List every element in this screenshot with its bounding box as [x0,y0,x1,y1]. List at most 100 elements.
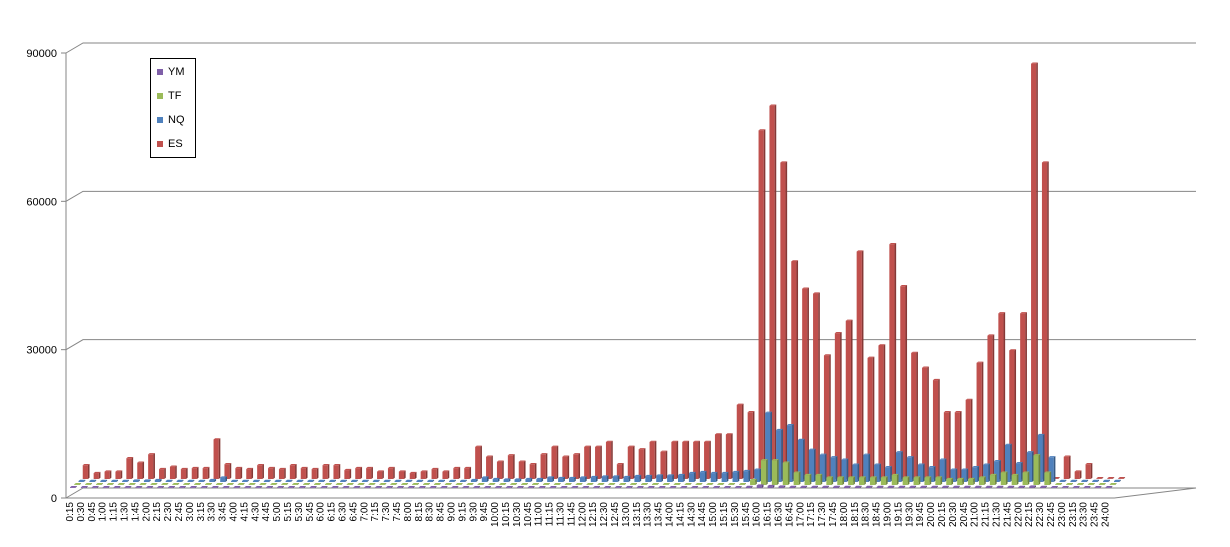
bar-side-tf-3:00 [199,483,201,485]
bar-nq-6:15 [340,481,346,482]
bar-nq-0:45 [100,481,106,482]
bar-top-tf-2:15 [161,483,169,485]
bar-nq-13:45 [667,475,673,482]
bar-side-ym-23:15 [1078,486,1080,488]
bar-top-ym-13:15 [636,486,644,488]
bar-top-nq-2:30 [176,479,184,482]
bar-side-ym-11:45 [576,486,579,488]
bar-side-ym-11:15 [554,486,557,488]
bar-top-tf-4:15 [248,483,256,485]
bar-side-es-12:45 [632,445,635,479]
bar-top-es-10:45 [540,453,548,455]
bar-side-tf-14:30 [700,483,703,485]
x-tick-label: 17:15 [806,502,817,527]
legend-label-nq: NQ [168,114,185,126]
x-tick-label: 16:45 [784,502,795,527]
bar-nq-15:45 [754,469,760,482]
x-tick-label: 15:15 [719,502,730,527]
bar-top-tf-20:45 [968,477,975,480]
x-tick-label: 2:30 [163,502,174,522]
bar-es-20:00 [943,412,950,479]
bar-nq-5:30 [307,481,313,482]
bar-side-ym-15:00 [718,486,720,488]
bar-es-1:30 [137,462,143,479]
bar-side-ym-16:30 [783,485,786,488]
bar-top-ym-4:30 [255,486,263,488]
bar-side-ym-18:30 [870,485,873,488]
bar-side-es-3:00 [207,466,210,479]
bar-top-nq-2:00 [154,478,162,481]
bar-top-nq-23:45 [1103,479,1110,482]
bar-side-ym-7:15 [380,486,382,488]
bar-nq-10:30 [525,479,531,482]
bar-tf-8:30 [433,484,440,485]
bar-ym-13:00 [625,487,632,488]
bar-top-nq-21:15 [994,460,1001,462]
bar-side-es-1:00 [120,470,123,479]
bar-top-tf-10:30 [521,483,528,485]
bar-top-tf-1:30 [128,483,136,485]
bar-nq-12:45 [623,477,629,482]
bar-nq-14:45 [710,473,716,482]
bar-top-es-21:30 [1009,349,1017,351]
bar-top-tf-3:45 [226,483,234,485]
bar-es-7:15 [387,468,394,479]
bar-side-tf-3:15 [210,483,212,485]
bar-side-ym-22:30 [1045,485,1047,488]
bar-side-es-12:00 [600,445,602,479]
bar-side-es-9:15 [480,445,482,479]
bar-nq-7:15 [383,481,389,482]
bar-top-ym-1:45 [135,486,143,488]
x-tick-label: 19:30 [904,502,915,527]
bar-top-nq-2:45 [187,479,195,482]
bar-nq-11:00 [547,477,553,482]
bar-tf-16:30 [782,462,788,485]
bar-ym-2:45 [179,487,185,488]
bar-side-nq-23:00 [1075,479,1078,482]
x-tick-label: 23:30 [1079,502,1090,527]
bar-side-ym-19:30 [914,485,917,488]
bar-top-es-11:45 [584,445,591,447]
bar-tf-4:00 [237,484,243,485]
bar-es-14:00 [682,441,688,479]
bar-side-tf-19:00 [896,473,899,485]
bar-nq-2:00 [154,480,160,482]
bar-side-nq-7:45 [410,479,413,482]
bar-side-ym-1:00 [107,486,110,488]
bar-top-tf-14:45 [706,483,714,485]
bar-side-es-12:15 [611,440,613,479]
bar-ym-12:30 [604,487,610,488]
bar-ym-11:15 [549,487,555,488]
bar-top-nq-16:00 [765,411,772,413]
bar-es-6:00 [333,465,339,479]
bar-side-es-23:30 [1101,477,1104,479]
bar-es-1:15 [126,458,132,479]
bar-tf-14:45 [706,484,712,485]
bar-es-18:15 [867,357,873,479]
bar-top-nq-9:30 [481,476,489,478]
bar-side-tf-22:45 [1060,483,1063,485]
bar-side-es-17:15 [829,354,831,479]
bar-side-ym-5:30 [304,486,306,488]
bar-top-tf-11:00 [542,483,550,485]
bar-ym-3:00 [189,487,196,488]
x-tick-label: 5:45 [305,502,316,522]
bar-ym-7:00 [364,487,370,488]
bar-side-ym-6:45 [358,486,361,488]
bar-side-es-8:15 [436,467,439,479]
bar-es-4:45 [278,469,285,479]
bar-side-ym-12:15 [598,486,600,488]
bar-nq-14:00 [678,475,684,482]
bar-top-ym-7:30 [386,486,393,488]
bar-side-tf-19:45 [929,476,932,485]
bar-side-ym-17:45 [838,485,840,488]
bar-top-nq-19:00 [896,451,903,453]
bar-top-ym-22:15 [1029,485,1036,487]
bar-top-nq-17:15 [819,453,827,455]
bar-ym-14:15 [680,487,686,488]
bar-tf-15:00 [717,484,723,485]
bar-side-es-20:15 [959,411,962,479]
bar-nq-1:30 [133,480,139,482]
bar-side-nq-5:45 [323,479,326,482]
bar-top-ym-9:30 [473,486,481,488]
